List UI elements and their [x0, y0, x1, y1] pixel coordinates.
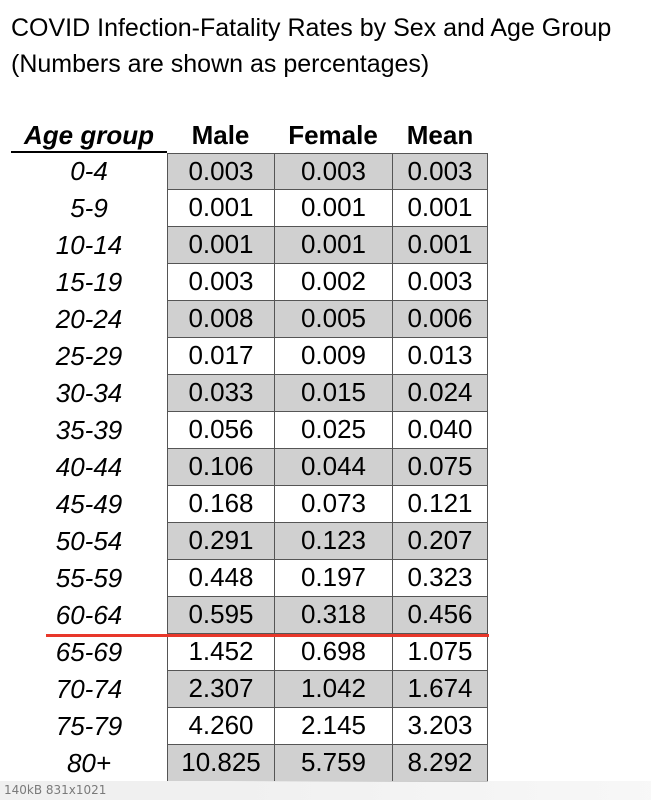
- mean-value-cell: 0.006: [392, 301, 488, 338]
- male-value-cell: 10.825: [167, 745, 275, 782]
- female-value-cell: 1.042: [274, 671, 393, 708]
- male-value-cell: 0.017: [167, 338, 275, 375]
- document-title: COVID Infection-Fatality Rates by Sex an…: [11, 10, 611, 82]
- mean-value-cell: 8.292: [392, 745, 488, 782]
- mean-value-cell: 0.323: [392, 560, 488, 597]
- age-group-cell: 15-19: [55, 267, 123, 297]
- age-group-cell: 75-79: [55, 711, 123, 741]
- table-row: 35-39 0.056 0.025 0.040: [11, 412, 488, 449]
- mean-value-cell: 0.013: [392, 338, 488, 375]
- female-value-cell: 0.698: [274, 634, 393, 671]
- male-value-cell: 0.003: [167, 264, 275, 301]
- table-row: 60-64 0.595 0.318 0.456: [11, 597, 488, 634]
- male-value-cell: 0.001: [167, 190, 275, 227]
- female-value-cell: 0.073: [274, 486, 393, 523]
- female-value-cell: 0.002: [274, 264, 393, 301]
- female-value-cell: 0.318: [274, 597, 393, 634]
- table-row: 30-34 0.033 0.015 0.024: [11, 375, 488, 412]
- table-row: 0-4 0.003 0.003 0.003: [11, 153, 488, 190]
- male-value-cell: 0.003: [167, 153, 275, 190]
- female-value-cell: 2.145: [274, 708, 393, 745]
- female-value-cell: 0.009: [274, 338, 393, 375]
- table-row: 75-79 4.260 2.145 3.203: [11, 708, 488, 745]
- header-mean: Mean: [406, 120, 474, 150]
- mean-value-cell: 0.001: [392, 227, 488, 264]
- male-value-cell: 0.008: [167, 301, 275, 338]
- female-value-cell: 0.197: [274, 560, 393, 597]
- female-value-cell: 0.001: [274, 190, 393, 227]
- mean-value-cell: 0.003: [392, 264, 488, 301]
- age-group-cell: 65-69: [55, 637, 123, 667]
- highlight-divider-line: [46, 634, 489, 637]
- mean-value-cell: 0.003: [392, 153, 488, 190]
- female-value-cell: 0.001: [274, 227, 393, 264]
- mean-value-cell: 3.203: [392, 708, 488, 745]
- table-row: 5-9 0.001 0.001 0.001: [11, 190, 488, 227]
- male-value-cell: 0.001: [167, 227, 275, 264]
- female-value-cell: 0.025: [274, 412, 393, 449]
- header-female: Female: [288, 120, 378, 150]
- table-row: 20-24 0.008 0.005 0.006: [11, 301, 488, 338]
- male-value-cell: 1.452: [167, 634, 275, 671]
- image-info-bar: 140kB 831x1021: [0, 781, 651, 800]
- age-group-cell: 35-39: [55, 415, 123, 445]
- female-value-cell: 0.044: [274, 449, 393, 486]
- male-value-cell: 4.260: [167, 708, 275, 745]
- age-group-cell: 55-59: [55, 563, 123, 593]
- header-age-group: Age group: [24, 120, 154, 150]
- male-value-cell: 2.307: [167, 671, 275, 708]
- title-line-1: COVID Infection-Fatality Rates by Sex an…: [11, 14, 612, 42]
- age-group-cell: 45-49: [55, 489, 123, 519]
- mean-value-cell: 1.674: [392, 671, 488, 708]
- male-value-cell: 0.033: [167, 375, 275, 412]
- age-group-cell: 60-64: [55, 600, 123, 630]
- female-value-cell: 0.015: [274, 375, 393, 412]
- age-group-cell: 40-44: [55, 452, 123, 482]
- header-male: Male: [191, 120, 250, 150]
- mean-value-cell: 0.121: [392, 486, 488, 523]
- age-group-cell: 50-54: [55, 526, 123, 556]
- male-value-cell: 0.291: [167, 523, 275, 560]
- age-group-cell: 80+: [66, 748, 112, 778]
- mean-value-cell: 1.075: [392, 634, 488, 671]
- male-value-cell: 0.595: [167, 597, 275, 634]
- header-underline: [11, 151, 167, 153]
- mean-value-cell: 0.456: [392, 597, 488, 634]
- male-value-cell: 0.168: [167, 486, 275, 523]
- male-value-cell: 0.106: [167, 449, 275, 486]
- age-group-cell: 30-34: [55, 378, 123, 408]
- table-row: 70-74 2.307 1.042 1.674: [11, 671, 488, 708]
- male-value-cell: 0.448: [167, 560, 275, 597]
- age-group-cell: 20-24: [55, 304, 123, 334]
- fatality-table: 0-4 0.003 0.003 0.003 5-9 0.001 0.001 0.001 10-1…: [11, 153, 488, 782]
- table-row: 80+ 10.825 5.759 8.292: [11, 745, 488, 782]
- age-group-cell: 0-4: [70, 156, 108, 186]
- table-row: 40-44 0.106 0.044 0.075: [11, 449, 488, 486]
- age-group-cell: 25-29: [55, 341, 123, 371]
- male-value-cell: 0.056: [167, 412, 275, 449]
- female-value-cell: 0.123: [274, 523, 393, 560]
- mean-value-cell: 0.040: [392, 412, 488, 449]
- age-group-cell: 70-74: [55, 674, 123, 704]
- table-row: 15-19 0.003 0.002 0.003: [11, 264, 488, 301]
- female-value-cell: 0.003: [274, 153, 393, 190]
- mean-value-cell: 0.075: [392, 449, 488, 486]
- mean-value-cell: 0.001: [392, 190, 488, 227]
- age-group-cell: 5-9: [70, 193, 108, 223]
- female-value-cell: 5.759: [274, 745, 393, 782]
- title-line-2: (Numbers are shown as percentages): [11, 50, 430, 78]
- mean-value-cell: 0.024: [392, 375, 488, 412]
- table-row: 65-69 1.452 0.698 1.075: [11, 634, 488, 671]
- table-row: 10-14 0.001 0.001 0.001: [11, 227, 488, 264]
- table-row: 50-54 0.291 0.123 0.207: [11, 523, 488, 560]
- table-row: 45-49 0.168 0.073 0.121: [11, 486, 488, 523]
- table-row: 25-29 0.017 0.009 0.013: [11, 338, 488, 375]
- table-row: 55-59 0.448 0.197 0.323: [11, 560, 488, 597]
- age-group-cell: 10-14: [55, 230, 123, 260]
- female-value-cell: 0.005: [274, 301, 393, 338]
- mean-value-cell: 0.207: [392, 523, 488, 560]
